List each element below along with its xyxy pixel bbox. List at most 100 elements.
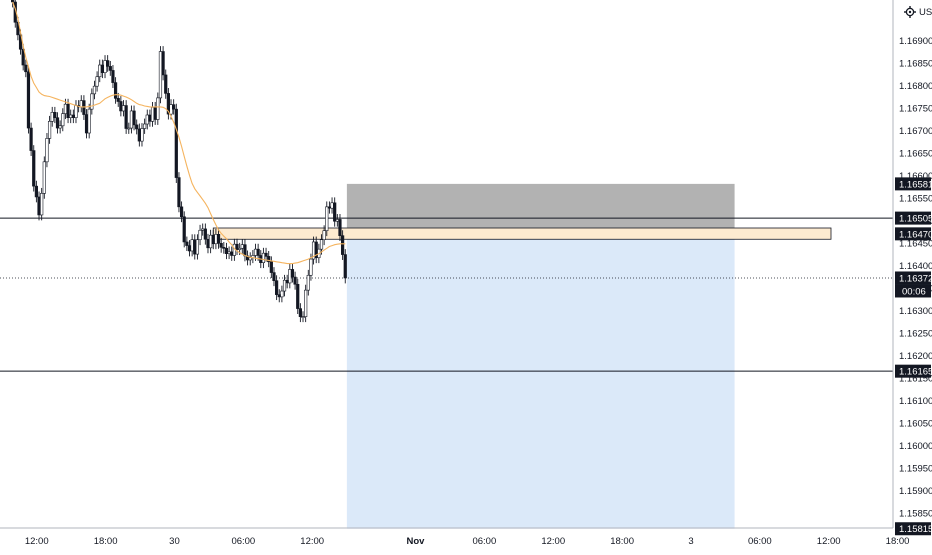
candle-body xyxy=(338,219,342,236)
x-tick-label: 18:00 xyxy=(610,536,634,547)
candle-body xyxy=(211,234,215,245)
candle-body xyxy=(195,239,200,255)
candle-body xyxy=(98,64,102,78)
y-tick-label: 1.16800 xyxy=(899,81,932,92)
y-tick-label: 1.16850 xyxy=(899,58,932,69)
candle-body xyxy=(235,243,239,250)
candle-body xyxy=(248,257,252,261)
candle-body xyxy=(285,279,289,284)
y-tick-label: 1.15950 xyxy=(899,463,932,474)
candle-body xyxy=(82,100,86,115)
candle-body xyxy=(124,105,128,129)
y-tick-label: 1.16250 xyxy=(899,328,932,339)
horizontal-lines[interactable] xyxy=(0,217,893,372)
candle-body xyxy=(243,244,247,257)
candle-body xyxy=(269,261,273,273)
candle-body xyxy=(293,276,297,285)
candle-body xyxy=(34,185,38,198)
candle-body xyxy=(198,229,202,241)
candle-body xyxy=(296,283,300,309)
price-badge xyxy=(895,364,931,378)
candle-body xyxy=(214,234,218,245)
gear-icon[interactable] xyxy=(904,6,916,18)
x-tick-label: 12:00 xyxy=(25,536,49,547)
candle-body xyxy=(174,108,178,178)
x-tick-label: 30 xyxy=(169,536,180,547)
position-zones[interactable] xyxy=(346,183,735,529)
candle-body xyxy=(55,117,60,129)
y-tick-label: 1.16450 xyxy=(899,238,932,249)
candle-body xyxy=(111,70,115,83)
candle-body xyxy=(37,196,41,216)
currency-label: USD xyxy=(919,7,932,18)
price-axis[interactable]: USD 1.158501.159001.159501.160001.160501… xyxy=(892,0,932,550)
candle-body xyxy=(121,105,126,112)
candle-body xyxy=(143,123,147,129)
candle-body xyxy=(100,64,104,73)
candle-body xyxy=(61,113,65,127)
candle-body xyxy=(90,93,94,110)
candle-body xyxy=(40,193,44,216)
candle-body xyxy=(127,127,131,130)
y-tick-label: 1.16400 xyxy=(899,261,932,272)
candle-body xyxy=(330,202,334,209)
candle-body xyxy=(227,251,231,254)
candle-body xyxy=(11,0,15,3)
candle-body xyxy=(92,85,97,95)
y-tick-label: 1.16900 xyxy=(899,36,932,47)
candle-body xyxy=(282,279,287,292)
candle-body xyxy=(325,206,329,232)
y-tick-label: 1.16750 xyxy=(899,103,932,114)
candle-body xyxy=(253,248,258,256)
candle-body xyxy=(216,234,221,244)
candle-body xyxy=(26,71,31,129)
time-axis[interactable]: 12:00 18:00 30 06:00 12:00 Nov 06:00 12:00 18:00… xyxy=(0,527,909,547)
candle-body xyxy=(137,128,141,142)
price-badge xyxy=(895,271,931,285)
candle-body xyxy=(116,98,120,102)
level-band[interactable] xyxy=(212,227,832,240)
y-tick-label: 1.15900 xyxy=(899,486,932,497)
candle-body xyxy=(50,112,54,122)
price-badge xyxy=(895,211,931,225)
candle-body xyxy=(164,74,168,94)
take-profit-zone[interactable] xyxy=(346,233,735,529)
candle-body xyxy=(71,114,75,119)
x-tick-label: 06:00 xyxy=(472,536,496,547)
price-badge-label: 1.16372 xyxy=(899,273,932,284)
candle-body xyxy=(24,64,28,73)
candle-body xyxy=(261,252,266,263)
y-tick-label: 1.15850 xyxy=(899,508,932,519)
candle-body xyxy=(16,21,20,36)
x-tick-label: 18:00 xyxy=(94,536,118,547)
candle-body xyxy=(341,235,345,255)
candle-body xyxy=(63,103,68,114)
candle-body xyxy=(158,51,163,99)
candle-body xyxy=(106,60,110,67)
x-tick-label: Nov xyxy=(407,536,426,547)
candle-body xyxy=(277,294,281,298)
price-badge-label: 1.16470 xyxy=(899,229,932,240)
candle-body xyxy=(108,66,112,71)
candle-body xyxy=(113,82,118,99)
candle-body xyxy=(201,228,205,231)
candle-body xyxy=(319,239,324,250)
price-badge-label: 1.16505 xyxy=(899,214,932,225)
supply-zone-rect[interactable] xyxy=(212,227,832,240)
candle-body xyxy=(327,206,332,209)
y-tick-label: 1.16150 xyxy=(899,373,932,384)
price-badge-label: 1.16581 xyxy=(899,179,932,190)
candle-body xyxy=(256,248,260,256)
candles xyxy=(11,0,347,323)
candle-body xyxy=(333,202,337,222)
y-tick-labels: 1.15850 1.15900 1.15950 1.16000 1.16050 1.161… xyxy=(899,36,932,520)
candle-body xyxy=(290,269,295,278)
y-tick-label: 1.16100 xyxy=(899,396,932,407)
candle-body xyxy=(79,100,83,108)
candle-body xyxy=(230,251,234,256)
stop-loss-zone[interactable] xyxy=(346,183,735,234)
candle-body xyxy=(264,252,268,257)
price-badge xyxy=(895,177,931,191)
